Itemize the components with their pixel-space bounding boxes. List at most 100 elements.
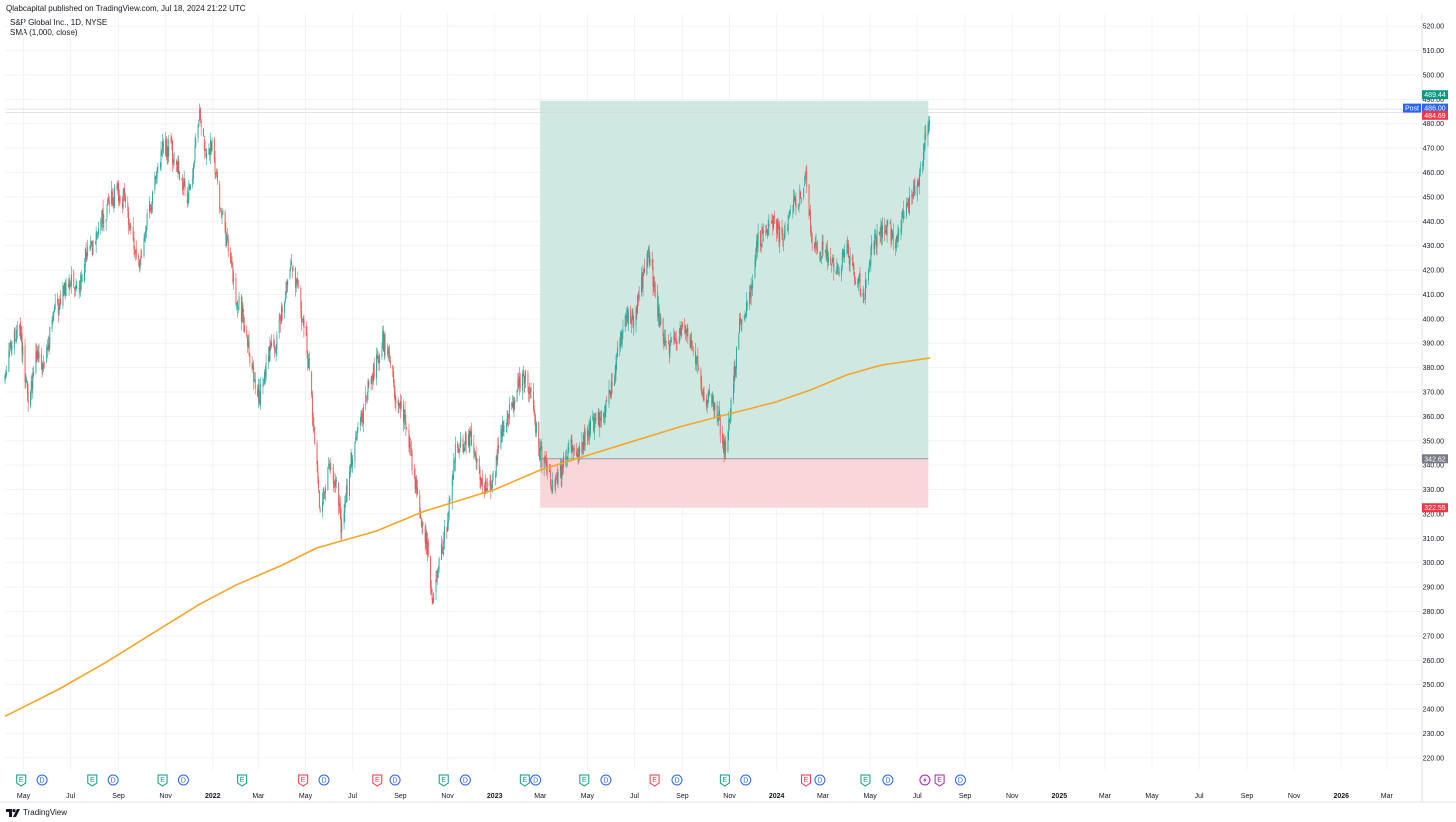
earnings-marker[interactable]: E: [579, 774, 590, 787]
long-position-tool[interactable]: [5, 100, 1422, 508]
y-tick-label: 380.00: [1423, 365, 1445, 372]
candle-body: [130, 227, 132, 228]
price-tag: 342.62: [1422, 454, 1448, 464]
candle-body: [506, 418, 508, 425]
chart-legend[interactable]: S&P Global Inc., 1D, NYSE SMA (1,000, cl…: [10, 18, 107, 38]
candle-body: [517, 379, 519, 391]
earnings-marker[interactable]: E: [800, 774, 811, 787]
dividend-marker[interactable]: D: [882, 774, 894, 786]
candle-body: [588, 424, 590, 436]
candle-body: [51, 320, 53, 329]
x-tick-label: Jul: [348, 793, 357, 800]
candle: [841, 248, 843, 271]
earnings-marker[interactable]: E: [237, 774, 248, 787]
candle: [690, 333, 692, 349]
dividend-marker[interactable]: D: [107, 774, 119, 786]
candle-body: [573, 448, 574, 450]
candle: [826, 244, 828, 263]
candle: [128, 218, 130, 232]
candle: [314, 426, 316, 445]
candle: [220, 208, 222, 219]
candle: [685, 329, 687, 343]
earnings-marker[interactable]: E: [719, 774, 730, 787]
candle: [170, 132, 172, 144]
sma-indicator-label[interactable]: SMA (1,000, close): [10, 28, 78, 37]
candle: [702, 387, 704, 402]
candle: [74, 285, 76, 297]
dividend-marker[interactable]: D: [814, 774, 826, 786]
profit-target-zone[interactable]: [540, 100, 929, 459]
candle-body: [486, 488, 488, 492]
sma-line-layer: [4, 357, 931, 718]
earnings-marker[interactable]: E: [87, 774, 98, 787]
candle-body: [816, 244, 818, 250]
candle: [669, 341, 671, 359]
candle: [376, 348, 378, 360]
candle-body: [74, 287, 75, 290]
candle: [117, 180, 119, 196]
y-tick-label: 340.00: [1423, 463, 1445, 470]
candle-body: [681, 323, 683, 327]
candle: [42, 360, 44, 375]
earnings-marker[interactable]: E: [298, 774, 309, 787]
candle: [357, 421, 359, 434]
earnings-marker[interactable]: E: [372, 774, 383, 787]
candle-body: [735, 370, 737, 374]
candle-body: [148, 202, 150, 212]
candle-body: [766, 230, 768, 236]
dividend-marker[interactable]: D: [389, 774, 401, 786]
dividend-marker[interactable]: D: [318, 774, 330, 786]
candle-body: [162, 141, 164, 154]
candle: [160, 141, 162, 172]
dividend-marker[interactable]: D: [459, 774, 471, 786]
earnings-marker[interactable]: E: [519, 774, 530, 787]
earnings-marker[interactable]: E: [16, 774, 27, 787]
earnings-marker[interactable]: E: [934, 774, 945, 787]
candle-body: [281, 308, 283, 312]
candle-body: [5, 373, 7, 376]
candle: [74, 287, 75, 298]
dividend-marker[interactable]: D: [530, 774, 542, 786]
candle-body: [501, 428, 503, 439]
candle: [489, 474, 491, 492]
earnings-marker[interactable]: E: [438, 774, 449, 787]
candle-body: [220, 207, 221, 209]
candle-body: [134, 249, 136, 253]
dividend-marker[interactable]: D: [36, 774, 48, 786]
earnings-marker[interactable]: E: [157, 774, 168, 787]
dividend-marker[interactable]: D: [600, 774, 612, 786]
price-axis[interactable]: 220.00230.00240.00250.00260.00270.00280.…: [1421, 14, 1445, 802]
dividend-marker[interactable]: D: [954, 774, 966, 786]
split-marker[interactable]: [919, 774, 931, 786]
candle: [498, 436, 500, 454]
candle: [610, 373, 612, 400]
candle: [352, 455, 354, 473]
time-axis[interactable]: May Jul Sep Nov 2022 Mar May Jul Sep Nov 2023 Mar Ma…: [0, 793, 1456, 803]
stop-loss-zone[interactable]: [540, 458, 929, 508]
symbol-title[interactable]: S&P Global Inc., 1D, NYSE: [10, 18, 108, 27]
dividend-marker[interactable]: D: [177, 774, 189, 786]
dividend-marker[interactable]: D: [671, 774, 683, 786]
earnings-marker[interactable]: E: [860, 774, 871, 787]
candle-body: [194, 146, 196, 159]
candle: [119, 195, 121, 204]
candle: [167, 146, 169, 165]
candle-body: [327, 467, 329, 491]
candle: [736, 345, 737, 378]
candle-body: [306, 333, 308, 354]
candle: [365, 386, 367, 411]
candle: [156, 166, 158, 184]
footer-brand[interactable]: TradingView: [6, 808, 67, 817]
candle-body: [582, 442, 584, 449]
candle-body: [654, 284, 656, 289]
candle-body: [65, 282, 67, 296]
candle: [590, 415, 591, 438]
candle: [756, 234, 757, 261]
candle: [121, 196, 123, 214]
candle-body: [914, 185, 916, 195]
dividend-marker[interactable]: D: [740, 774, 752, 786]
candle-body: [863, 293, 865, 297]
x-tick-label: Mar: [534, 793, 547, 800]
earnings-marker[interactable]: E: [649, 774, 660, 787]
